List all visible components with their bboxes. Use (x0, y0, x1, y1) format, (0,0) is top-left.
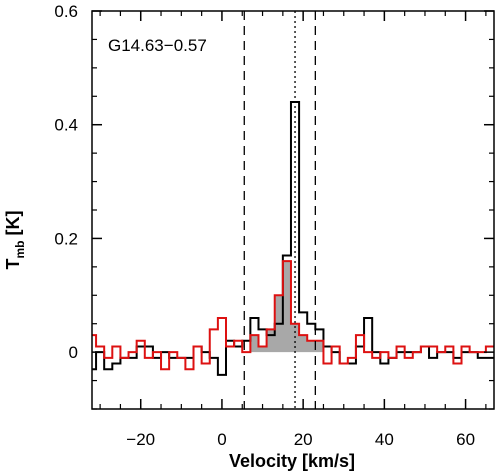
x-axis-title: Velocity [km/s] (229, 451, 355, 471)
series-layer (92, 100, 494, 376)
source-name-annotation: G14.63−0.57 (108, 36, 207, 55)
y-axis-title-subscript: mb (13, 241, 27, 259)
y-tick-label: 0.2 (54, 229, 78, 248)
y-tick-label: 0.6 (54, 2, 78, 21)
y-axis-title: Tmb [K] (3, 211, 27, 270)
y-tick-label: 0.4 (54, 116, 78, 135)
shaded-region (244, 261, 332, 353)
svg-text:Tmb [K]: Tmb [K] (3, 211, 27, 270)
shaded-emission-area (244, 261, 332, 353)
series-line-red (92, 260, 494, 371)
axis-ticks: −20 0 20 40 60 0 0.2 0.4 0.6 (54, 2, 494, 449)
y-axis-title-unit: [K] (3, 211, 23, 241)
x-tick-label: 20 (294, 430, 313, 449)
x-tick-label: −20 (126, 430, 155, 449)
y-axis-title-main: T (3, 259, 23, 270)
x-tick-label: 60 (456, 430, 475, 449)
x-tick-label: 40 (375, 430, 394, 449)
velocity-marker-lines (243, 11, 316, 409)
y-tick-label: 0 (69, 343, 78, 362)
x-tick-label: 0 (217, 430, 226, 449)
